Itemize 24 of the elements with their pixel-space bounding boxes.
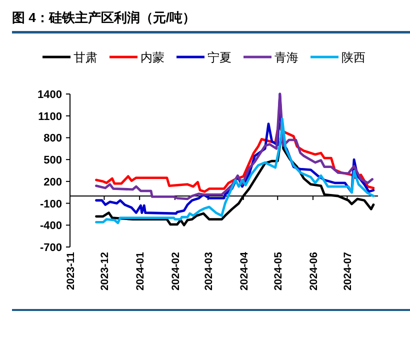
legend-label: 青海 <box>274 50 298 64</box>
legend-label: 陕西 <box>342 50 366 64</box>
x-tick-label: 2023-12 <box>99 252 112 291</box>
y-tick-label: -100 <box>40 198 62 210</box>
y-tick-label: 500 <box>44 154 62 167</box>
legend-label: 宁夏 <box>208 50 232 64</box>
x-tick-label: 2024-04 <box>238 252 250 291</box>
x-tick-label: 2023-11 <box>65 252 77 290</box>
legend-label: 内蒙 <box>140 50 164 64</box>
legend-label: 甘肃 <box>74 50 98 64</box>
y-tick-label: -400 <box>40 220 62 232</box>
line-series <box>95 122 375 193</box>
y-tick-label: 1400 <box>38 89 62 101</box>
y-tick-label: 1100 <box>38 110 62 123</box>
x-tick-label: 2024-07 <box>342 252 354 291</box>
x-tick-label: 2024-05 <box>272 252 285 291</box>
x-tick-label: 2024-02 <box>170 252 182 291</box>
y-tick-label: 200 <box>44 176 62 188</box>
y-tick-label: -700 <box>40 242 62 254</box>
chart-title: 图 4：硅铁主产区利润（元/吨） <box>12 10 196 25</box>
x-tick-label: 2024-01 <box>134 252 147 291</box>
x-tick-label: 2024-03 <box>203 252 216 291</box>
y-tick-label: 800 <box>44 132 62 145</box>
x-tick-label: 2024-06 <box>308 252 320 291</box>
